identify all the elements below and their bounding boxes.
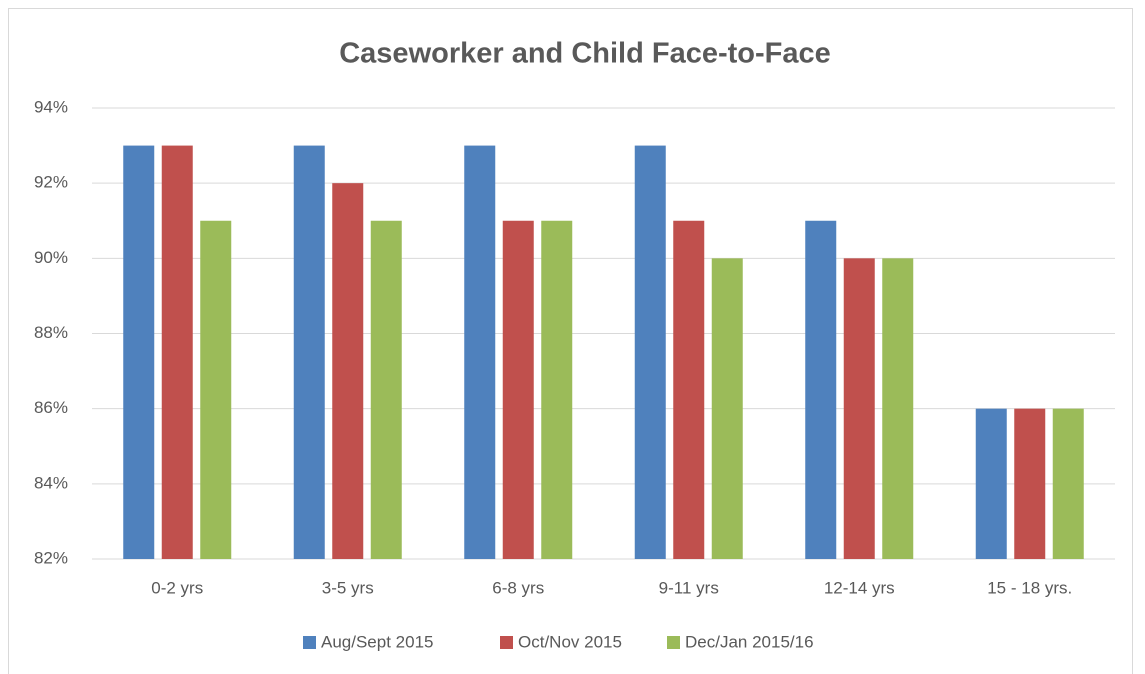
bar xyxy=(123,145,155,560)
y-tick-label: 86% xyxy=(34,398,68,417)
bar xyxy=(541,220,573,559)
bar xyxy=(673,220,705,559)
bar xyxy=(1014,408,1046,559)
x-tick-label: 15 - 18 yrs. xyxy=(987,578,1072,597)
y-tick-label: 84% xyxy=(34,473,68,492)
y-tick-label: 90% xyxy=(34,248,68,267)
x-tick-label: 6-8 yrs xyxy=(492,578,544,597)
bar xyxy=(293,145,325,560)
legend-label: Dec/Jan 2015/16 xyxy=(685,632,814,651)
bar xyxy=(882,258,914,559)
legend-swatch xyxy=(500,636,513,649)
y-tick-label: 92% xyxy=(34,173,68,192)
bar xyxy=(370,220,402,559)
bar xyxy=(805,220,837,559)
y-tick-label: 82% xyxy=(34,548,68,567)
x-tick-label: 12-14 yrs xyxy=(824,578,895,597)
legend-swatch xyxy=(667,636,680,649)
x-tick-label: 9-11 yrs xyxy=(659,578,719,597)
bar xyxy=(1052,408,1084,559)
y-tick-label: 94% xyxy=(34,97,68,116)
bar xyxy=(843,258,875,559)
bar xyxy=(711,258,743,559)
bar xyxy=(332,183,364,559)
x-tick-label: 0-2 yrs xyxy=(151,578,203,597)
y-tick-label: 88% xyxy=(34,323,68,342)
bar xyxy=(200,220,232,559)
chart-title: Caseworker and Child Face-to-Face xyxy=(339,38,831,70)
bar xyxy=(975,408,1007,559)
bar xyxy=(464,145,496,560)
legend-label: Oct/Nov 2015 xyxy=(518,632,622,651)
x-tick-label: 3-5 yrs xyxy=(322,578,374,597)
bar xyxy=(634,145,666,560)
legend-label: Aug/Sept 2015 xyxy=(321,632,433,651)
legend-swatch xyxy=(303,636,316,649)
bar xyxy=(502,220,534,559)
bar xyxy=(161,145,193,560)
